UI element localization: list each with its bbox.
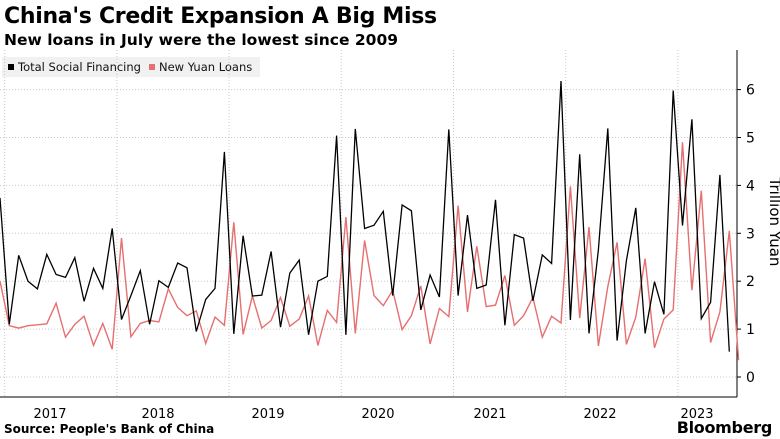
chart-title: China's Credit Expansion A Big Miss (4, 4, 437, 29)
y-tick-label-3: 3 (746, 226, 755, 242)
legend-label-tsf: Total Social Financing (18, 60, 141, 74)
legend-item-new-yuan-loans: New Yuan Loans (148, 60, 253, 74)
chart-legend: Total Social Financing New Yuan Loans (2, 57, 261, 77)
x-tick-label-2018: 2018 (141, 407, 174, 422)
legend-swatch-tsf (8, 64, 14, 70)
x-tick-label-2017: 2017 (33, 407, 66, 422)
y-tick-label-5: 5 (746, 131, 755, 147)
y-tick-label-4: 4 (746, 178, 755, 194)
legend-label-loans: New Yuan Loans (158, 60, 253, 74)
x-tick-label-2019: 2019 (251, 407, 284, 422)
x-tick-label-2023: 2023 (680, 407, 713, 422)
y-tick-label-0: 0 (746, 370, 755, 386)
x-tick-label-2020: 2020 (361, 407, 394, 422)
y-tick-label-1: 1 (746, 322, 755, 338)
chart-subtitle: New loans in July were the lowest since … (4, 31, 399, 49)
brand-logo: Bloomberg (676, 418, 773, 437)
legend-item-total-social-financing: Total Social Financing (8, 60, 141, 74)
legend-swatch-loans (148, 64, 155, 70)
x-tick-label-2021: 2021 (473, 407, 506, 422)
y-tick-label-6: 6 (746, 83, 755, 99)
source-note: Source: People's Bank of China (4, 422, 215, 436)
y-axis-title: Trillion Yuan (766, 177, 780, 267)
y-tick-label-2: 2 (746, 274, 755, 290)
series-line-new-yuan-loans (0, 142, 740, 361)
x-tick-label-2022: 2022 (583, 407, 616, 422)
series-line-total-social-financing (0, 80, 730, 352)
